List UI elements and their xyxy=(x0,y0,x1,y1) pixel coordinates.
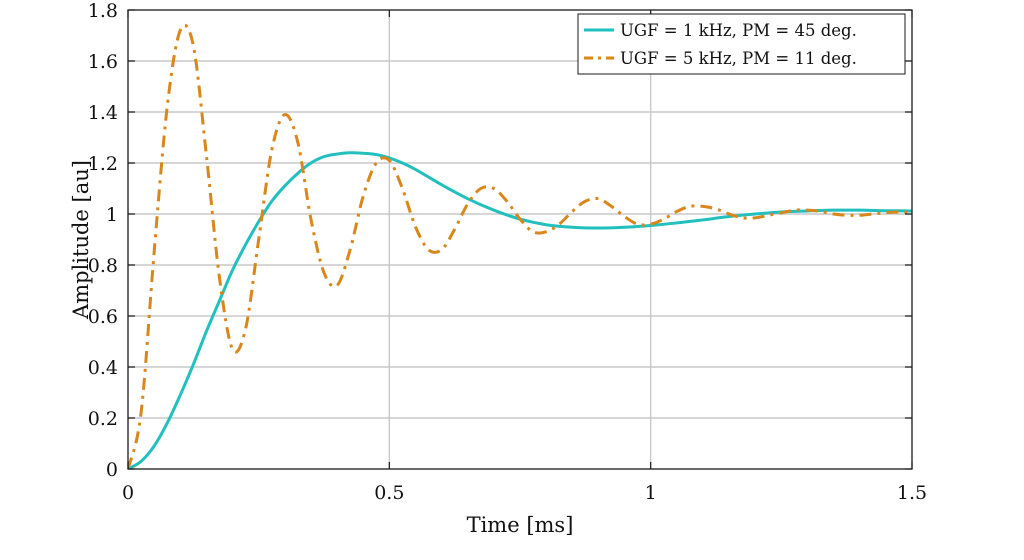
y-tick-label-8: 1.6 xyxy=(88,51,118,73)
series-layer xyxy=(128,23,912,469)
y-tick-label-9: 1.8 xyxy=(88,0,118,22)
y-tick-label-0: 0 xyxy=(106,459,118,481)
tick-labels: 0 0.5 1 1.5 0 0.2 0.4 0.6 0.8 1 1.2 1.4 1.6 1.8 xyxy=(88,0,927,504)
legend-entry-ugf-1khz: UGF = 1 kHz, PM = 45 deg. xyxy=(620,21,857,40)
series-line-ugf-5khz xyxy=(128,23,912,469)
x-tick-label-1: 0.5 xyxy=(374,482,404,504)
x-axis-label: Time [ms] xyxy=(467,513,574,537)
x-tick-label-2: 1 xyxy=(645,482,657,504)
plot-frame xyxy=(127,9,913,470)
axis-ticks xyxy=(127,9,913,470)
y-tick-label-1: 0.2 xyxy=(88,408,118,430)
y-tick-label-4: 0.8 xyxy=(88,255,118,277)
y-axis-label: Amplitude [au] xyxy=(69,160,93,320)
y-tick-label-2: 0.4 xyxy=(88,357,118,379)
y-tick-label-5: 1 xyxy=(106,204,118,226)
legend-entry-ugf-5khz: UGF = 5 kHz, PM = 11 deg. xyxy=(620,49,857,68)
y-tick-label-7: 1.4 xyxy=(88,102,118,124)
x-tick-label-3: 1.5 xyxy=(897,482,927,504)
y-tick-label-3: 0.6 xyxy=(88,306,118,328)
x-tick-label-0: 0 xyxy=(122,482,134,504)
y-tick-label-6: 1.2 xyxy=(88,153,118,175)
legend-box xyxy=(577,13,906,75)
legend: UGF = 1 kHz, PM = 45 deg. UGF = 5 kHz, P… xyxy=(577,13,906,75)
